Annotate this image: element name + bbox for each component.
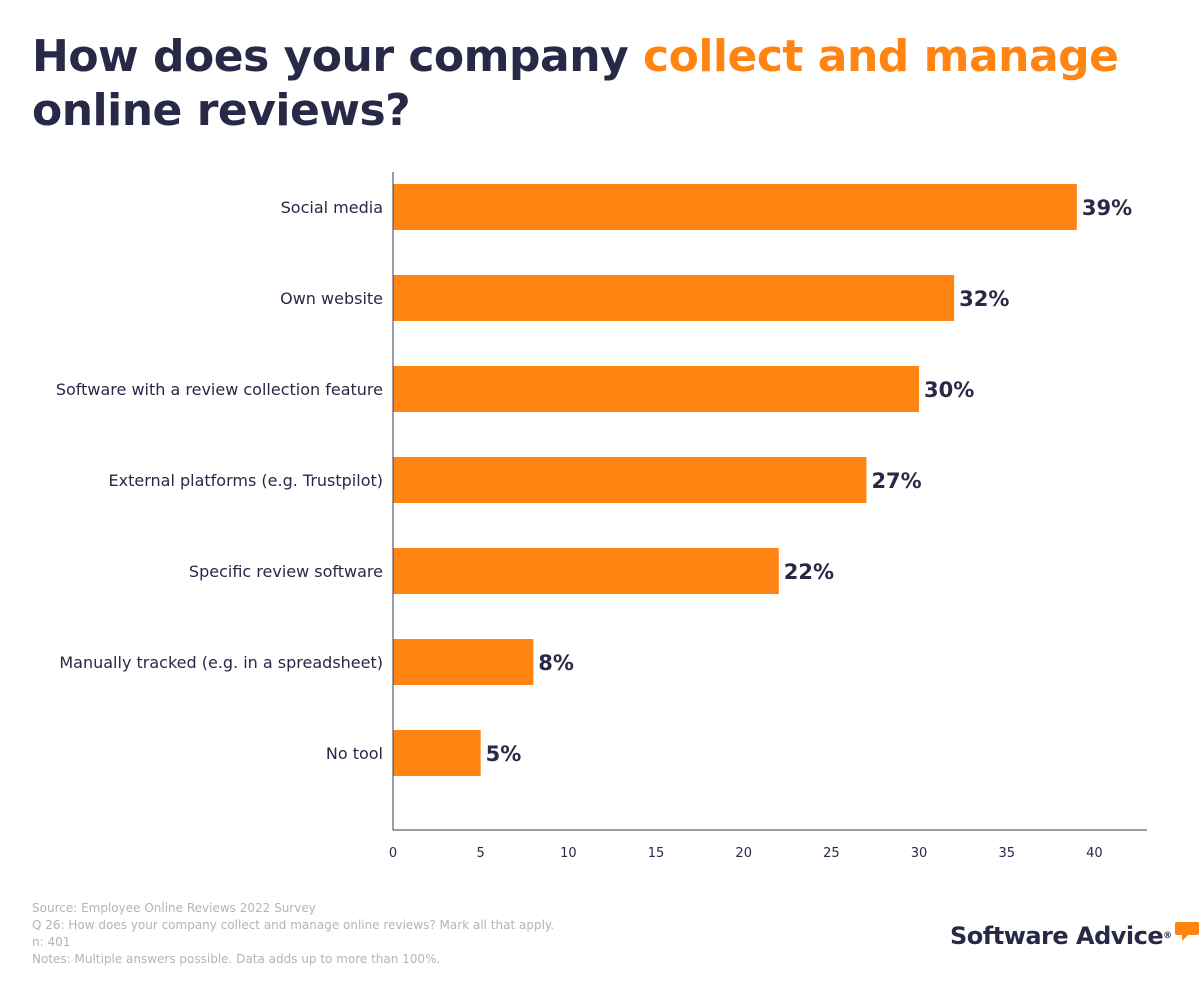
category-label-3: External platforms (e.g. Trustpilot): [109, 471, 383, 490]
sample-size-note: n: 401: [32, 935, 71, 949]
x-tick-label-4: 20: [735, 846, 752, 861]
category-label-6: No tool: [326, 744, 383, 763]
title-highlight: collect and manage: [643, 31, 1119, 82]
title-part-2: online reviews?: [32, 85, 411, 136]
x-axis-ticks-group: 0 5 10 15 20 25 30 35 40: [389, 846, 1103, 861]
bars-group: [393, 184, 1077, 776]
logo-wordmark: Software Advice: [950, 922, 1164, 950]
source-note: Source: Employee Online Reviews 2022 Sur…: [32, 901, 316, 915]
value-label-1: 32%: [959, 287, 1009, 311]
x-tick-label-2: 10: [560, 846, 577, 861]
logo-text: Software Advice®: [950, 918, 1172, 954]
x-tick-label-3: 15: [648, 846, 665, 861]
x-tick-label-7: 35: [998, 846, 1015, 861]
software-advice-logo: Software Advice®: [950, 918, 1200, 958]
bar-4: [393, 548, 779, 594]
bar-3: [393, 457, 867, 503]
chart-title: How does your company collect and manage…: [32, 30, 1172, 138]
bar-2: [393, 366, 920, 412]
category-label-5: Manually tracked (e.g. in a spreadsheet): [59, 653, 383, 672]
value-label-5: 8%: [538, 651, 574, 675]
title-part-1: How does your company: [32, 31, 644, 82]
bar-1: [393, 275, 955, 321]
category-label-1: Own website: [280, 289, 383, 308]
category-label-4: Specific review software: [189, 562, 383, 581]
bar-chart: Social media Own website Software with a r…: [56, 172, 1147, 861]
footer-notes: Source: Employee Online Reviews 2022 Sur…: [32, 900, 732, 968]
question-note: Q 26: How does your company collect and …: [32, 918, 555, 932]
bar-5: [393, 639, 534, 685]
value-labels-group: 39% 32% 30% 27% 22% 8% 5%: [486, 196, 1132, 766]
bar-6: [393, 730, 481, 776]
notes-text: Notes: Multiple answers possible. Data a…: [32, 952, 441, 966]
speech-bubble-icon: [1174, 922, 1199, 941]
value-label-2: 30%: [924, 378, 974, 402]
x-tick-label-8: 40: [1086, 846, 1103, 861]
value-label-0: 39%: [1082, 196, 1132, 220]
x-tick-label-6: 30: [911, 846, 928, 861]
value-label-3: 27%: [871, 469, 921, 493]
x-tick-label-0: 0: [389, 846, 397, 861]
category-labels-group: Social media Own website Software with a r…: [56, 198, 383, 763]
registered-mark: ®: [1163, 931, 1172, 941]
x-tick-label-5: 25: [823, 846, 840, 861]
category-label-2: Software with a review collection featur…: [56, 380, 383, 399]
x-tick-label-1: 5: [477, 846, 485, 861]
bar-0: [393, 184, 1077, 230]
category-label-0: Social media: [281, 198, 383, 217]
value-label-4: 22%: [784, 560, 834, 584]
value-label-6: 5%: [486, 742, 522, 766]
